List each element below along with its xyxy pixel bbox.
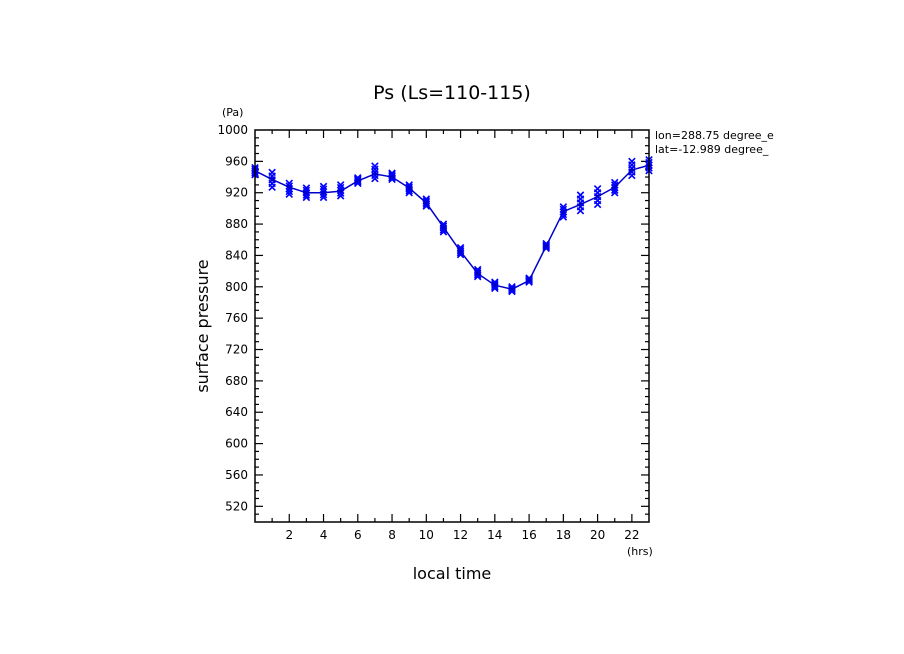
series-point [509, 287, 514, 292]
scatter-marker [336, 192, 345, 200]
y-tick-label: 640 [225, 405, 248, 419]
scatter-marker [268, 168, 276, 177]
series-point [629, 167, 634, 172]
series-line [254, 164, 650, 290]
series-point [475, 271, 480, 276]
series-point [561, 209, 566, 214]
x-tick-label: 10 [419, 528, 434, 542]
x-tick-label: 14 [487, 528, 502, 542]
series-point [304, 190, 309, 195]
scatter-marker [559, 203, 568, 211]
x-tick-label: 6 [354, 528, 362, 542]
series-point [338, 189, 343, 194]
x-tick-label: 12 [453, 528, 468, 542]
scatter-marker [388, 169, 396, 177]
scatter-marker [319, 182, 328, 191]
y-tick-label: 800 [225, 280, 248, 294]
series-point [355, 178, 360, 183]
series-point [270, 177, 275, 182]
series-point [458, 249, 463, 254]
series-point [612, 185, 617, 190]
y-tick-label: 720 [225, 343, 248, 357]
scatter-marker [610, 181, 619, 189]
chart-title: Ps (Ls=110-115) [373, 82, 531, 104]
y-tick-label: 840 [225, 248, 248, 262]
y-tick-label: 520 [225, 499, 248, 513]
plot-frame [254, 129, 650, 523]
series-point [595, 194, 600, 199]
y-tick-label: 560 [225, 468, 248, 482]
series-point [372, 171, 377, 176]
scatter-marker [285, 187, 294, 196]
annotation-lat: lat=-12.989 degree_ [655, 143, 769, 156]
scatter-marker [576, 191, 585, 199]
series-point [578, 202, 583, 207]
series-point [321, 190, 326, 195]
scatter-marker [285, 190, 294, 199]
y-unit-label: (Pa) [222, 106, 243, 119]
annotation-lon: lon=288.75 degree_e [655, 129, 774, 142]
scatter-marker [336, 181, 345, 189]
y-tick-label: 880 [225, 217, 248, 231]
annotation-clip [780, 128, 904, 158]
scatter-marker [593, 185, 602, 193]
y-axis-label: surface pressure [193, 259, 212, 392]
x-axis-label: local time [413, 564, 492, 583]
y-tick-label: 680 [225, 374, 248, 388]
series-point [544, 244, 549, 249]
scatter-marker [439, 220, 448, 228]
x-tick-label: 22 [624, 528, 639, 542]
scatter-marker [302, 184, 311, 192]
series-point [424, 200, 429, 205]
series-point [407, 186, 412, 191]
x-tick-label: 16 [521, 528, 536, 542]
series-point [390, 175, 395, 180]
y-tick-label: 1000 [217, 123, 248, 137]
x-tick-label: 2 [285, 528, 293, 542]
series-point [492, 283, 497, 288]
scatter-marker [559, 205, 568, 214]
x-tick-label: 18 [556, 528, 571, 542]
scatter-marker [319, 185, 328, 193]
series-point [527, 278, 532, 283]
scatter-marker [319, 193, 328, 202]
x-tick-label: 20 [590, 528, 605, 542]
y-tick-label: 760 [225, 311, 248, 325]
x-tick-label: 8 [388, 528, 396, 542]
scatter-marker [371, 162, 379, 170]
scatter-marker [628, 157, 636, 166]
scatter-marker [422, 196, 431, 205]
y-tick-label: 960 [225, 154, 248, 168]
series-point [441, 225, 446, 230]
x-unit-label: (hrs) [627, 545, 653, 558]
y-tick-label: 600 [225, 437, 248, 451]
series-point [287, 185, 292, 190]
scatter-marker [473, 267, 482, 276]
y-tick-label: 920 [225, 186, 248, 200]
x-tick-label: 4 [320, 528, 328, 542]
